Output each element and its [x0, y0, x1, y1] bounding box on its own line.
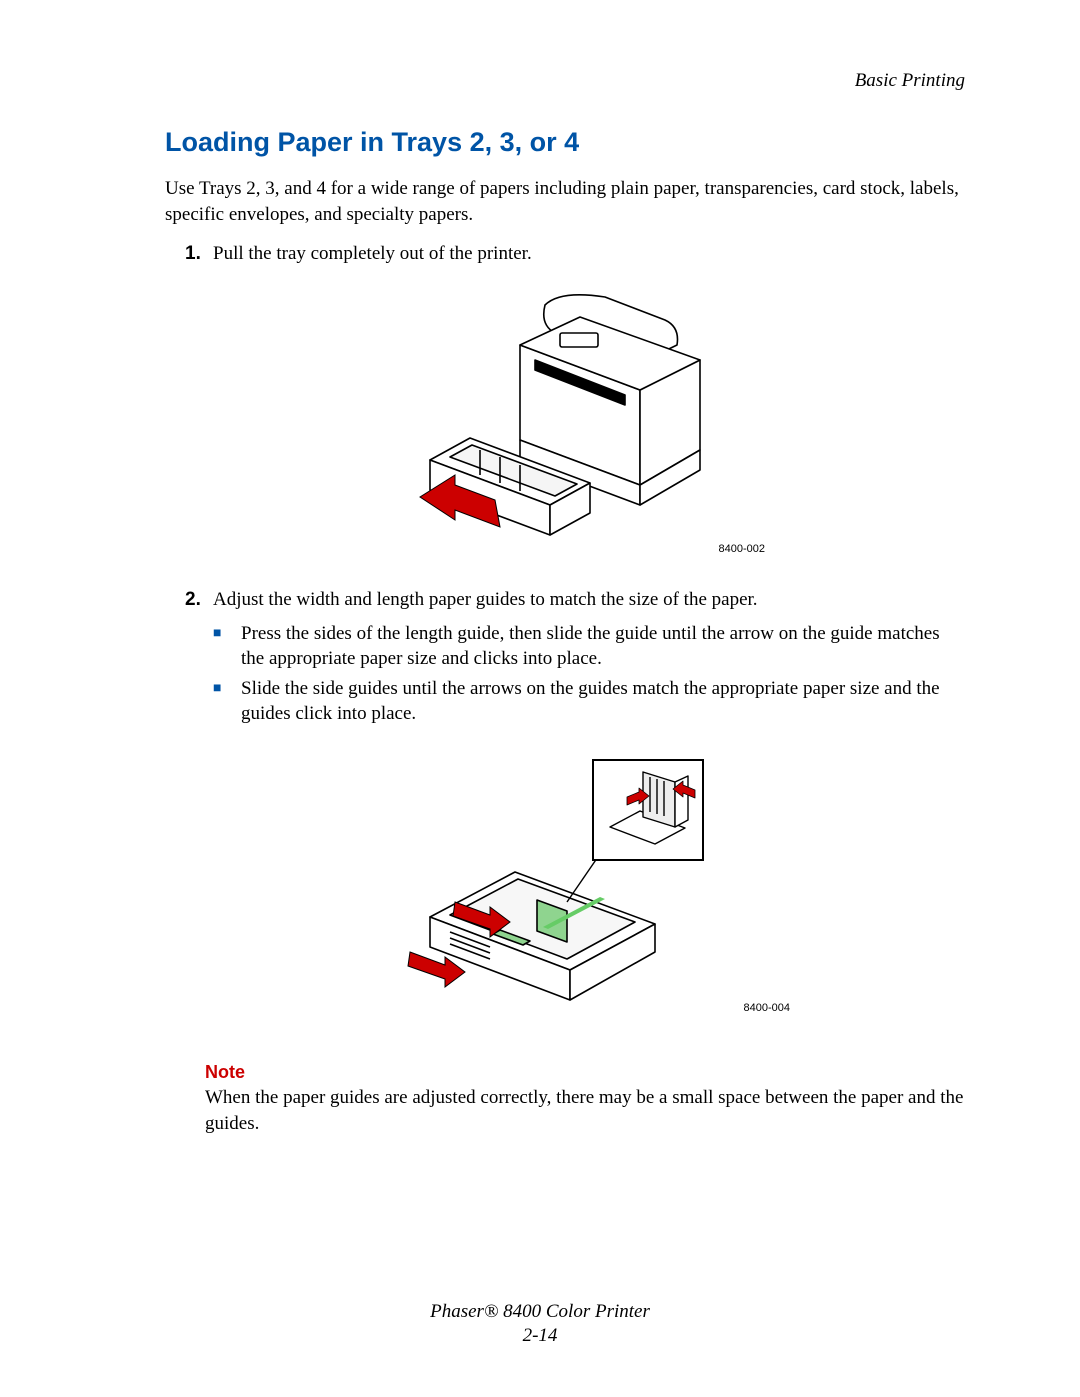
footer-pagenum: 2-14 — [0, 1324, 1080, 1349]
note-heading: Note — [205, 1062, 965, 1083]
figure-2-caption: 8400-004 — [744, 1002, 791, 1014]
page-footer: Phaser® 8400 Color Printer 2-14 — [0, 1300, 1080, 1349]
note-text: When the paper guides are adjusted corre… — [205, 1085, 965, 1136]
step-1-text: Pull the tray completely out of the prin… — [213, 241, 965, 267]
figure-1: 8400-002 — [165, 285, 965, 565]
bullet-marker-icon: ■ — [213, 621, 241, 672]
tray-guides-illustration — [395, 752, 735, 1002]
step-2: 2. Adjust the width and length paper gui… — [185, 587, 965, 613]
intro-paragraph: Use Trays 2, 3, and 4 for a wide range o… — [165, 176, 965, 227]
bullet-2: ■ Slide the side guides until the arrows… — [213, 676, 965, 727]
bullet-marker-icon: ■ — [213, 676, 241, 727]
page-heading: Loading Paper in Trays 2, 3, or 4 — [165, 127, 965, 158]
step-2-text: Adjust the width and length paper guides… — [213, 587, 965, 613]
figure-1-caption: 8400-002 — [719, 543, 766, 555]
bullet-1-text: Press the sides of the length guide, the… — [241, 621, 965, 672]
footer-product: Phaser® 8400 Color Printer — [0, 1300, 1080, 1325]
bullet-1: ■ Press the sides of the length guide, t… — [213, 621, 965, 672]
bullet-2-text: Slide the side guides until the arrows o… — [241, 676, 965, 727]
document-page: Basic Printing Loading Paper in Trays 2,… — [0, 0, 1080, 1397]
printer-tray-illustration — [405, 285, 725, 545]
figure-2: 8400-004 — [165, 752, 965, 1022]
step-2-number: 2. — [185, 587, 213, 613]
step-1-number: 1. — [185, 241, 213, 267]
header-section: Basic Printing — [165, 70, 965, 92]
step-1: 1. Pull the tray completely out of the p… — [185, 241, 965, 267]
